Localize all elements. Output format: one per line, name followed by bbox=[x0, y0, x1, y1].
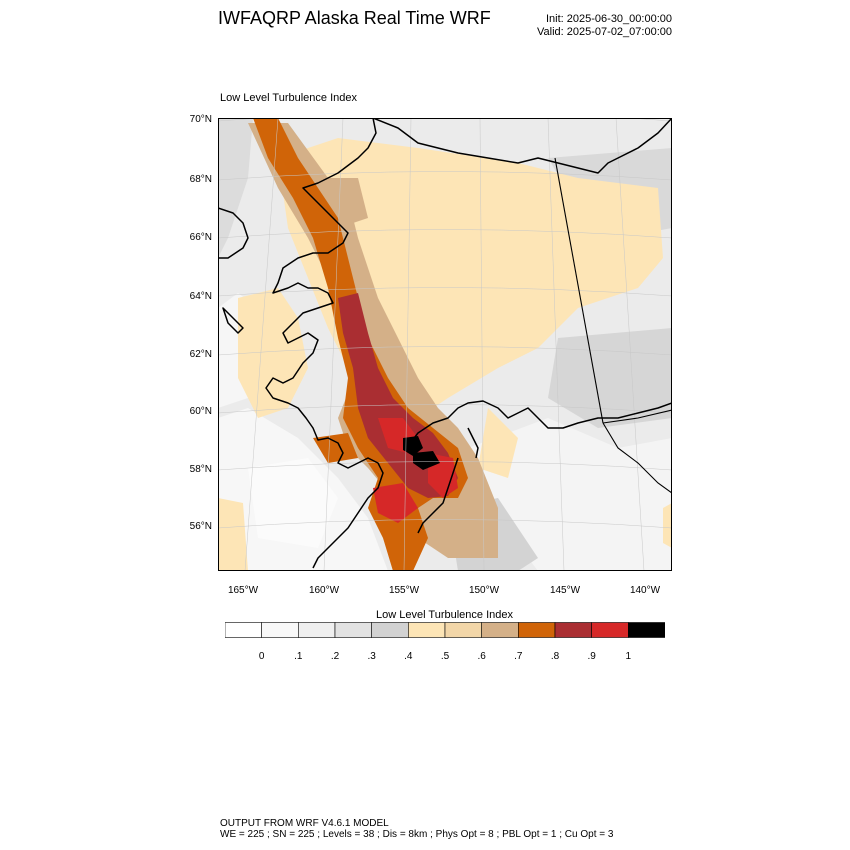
colorbar-box bbox=[334, 622, 372, 638]
turbulence-map bbox=[218, 118, 672, 571]
footer-model: OUTPUT FROM WRF V4.6.1 MODEL bbox=[220, 818, 389, 829]
colorbar-tick-label: .1 bbox=[294, 651, 303, 662]
colorbar-box bbox=[554, 622, 592, 638]
colorbar-box bbox=[225, 622, 262, 638]
colorbar bbox=[225, 622, 665, 638]
footer-config: WE = 225 ; SN = 225 ; Levels = 38 ; Dis … bbox=[220, 829, 614, 840]
lon-label-165w: 165°W bbox=[227, 585, 259, 596]
field-08-west-patch bbox=[313, 433, 358, 463]
lon-label-140w: 140°W bbox=[629, 585, 661, 596]
colorbar-tick-label: .2 bbox=[330, 651, 340, 662]
field-05-south bbox=[478, 408, 518, 478]
lat-label-66: 66°N bbox=[189, 232, 212, 243]
field-05-sw-edge bbox=[218, 498, 248, 571]
panel-title: Low Level Turbulence Index bbox=[220, 92, 357, 104]
lat-label-64: 64°N bbox=[189, 291, 212, 302]
colorbar-box bbox=[591, 622, 629, 638]
colorbar-box bbox=[371, 622, 409, 638]
field-max-b bbox=[413, 451, 440, 470]
field-05-west bbox=[238, 288, 308, 418]
lat-label-70: 70°N bbox=[189, 114, 212, 125]
colorbar-tick-label: 1 bbox=[625, 651, 632, 662]
colorbar-tick-label: .9 bbox=[587, 651, 596, 662]
borders bbox=[554, 157, 672, 494]
valid-time: Valid: 2025-07-02_07:00:00 bbox=[537, 26, 672, 38]
colorbar-box bbox=[261, 622, 299, 638]
field-09-core bbox=[338, 293, 458, 498]
init-time: Init: 2025-06-30_00:00:00 bbox=[546, 13, 672, 25]
field-max-a bbox=[403, 436, 423, 456]
lon-label-160w: 160°W bbox=[308, 585, 340, 596]
colorbar-box bbox=[481, 622, 519, 638]
lon-label-145w: 145°W bbox=[549, 585, 581, 596]
colorbar-tick-label: .3 bbox=[367, 651, 376, 662]
lon-label-155w: 155°W bbox=[388, 585, 420, 596]
colorbar-tick-label: .7 bbox=[514, 651, 523, 662]
lat-label-62: 62°N bbox=[189, 349, 212, 360]
map-frame bbox=[218, 118, 672, 571]
plot-title: IWFAQRP Alaska Real Time WRF bbox=[218, 8, 491, 28]
colorbar-box bbox=[628, 622, 665, 638]
colorbar-box bbox=[298, 622, 336, 638]
field-white-sw bbox=[248, 458, 338, 548]
colorbar-tick-label: .8 bbox=[550, 651, 560, 662]
colorbar-box bbox=[408, 622, 446, 638]
colorbar-tick-label: 0 bbox=[258, 651, 265, 662]
lat-label-58: 58°N bbox=[189, 464, 212, 475]
coastlines bbox=[218, 118, 672, 569]
field-10-spot-c bbox=[373, 483, 418, 523]
graticule bbox=[218, 118, 672, 571]
colorbar-box bbox=[518, 622, 556, 638]
lat-label-60: 60°N bbox=[189, 406, 212, 417]
lat-label-56: 56°N bbox=[189, 521, 212, 532]
colorbar-tick-label: .6 bbox=[477, 651, 486, 662]
colorbar-box bbox=[444, 622, 482, 638]
colorbar-tick-label: .4 bbox=[404, 651, 413, 662]
field-mid-nw bbox=[218, 118, 253, 258]
colorbar-tick-label: .5 bbox=[440, 651, 450, 662]
colorbar-title: Low Level Turbulence Index bbox=[376, 609, 513, 621]
lon-label-150w: 150°W bbox=[468, 585, 500, 596]
lat-label-68: 68°N bbox=[189, 174, 212, 185]
field-05-se-edge bbox=[663, 503, 672, 548]
